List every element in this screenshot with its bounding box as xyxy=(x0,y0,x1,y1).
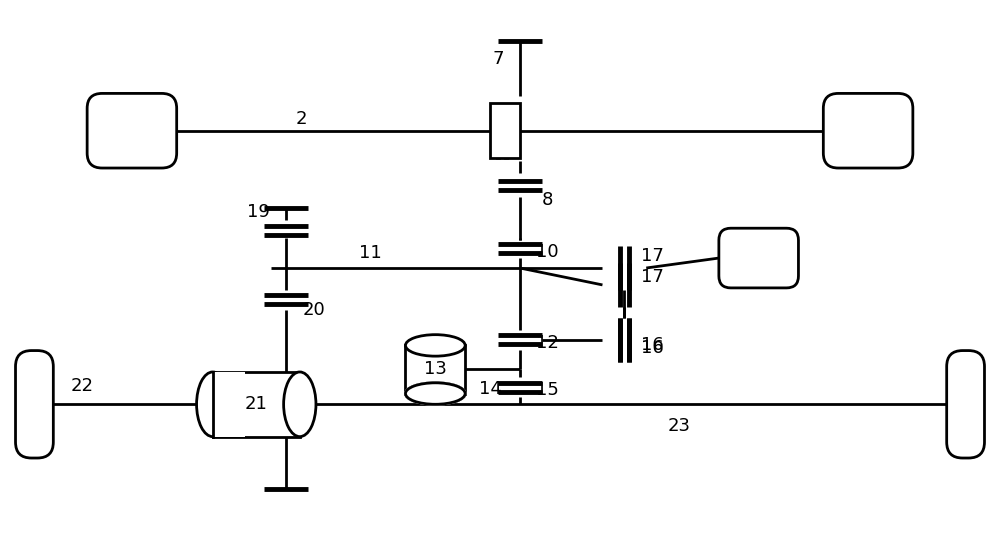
Text: 14: 14 xyxy=(479,380,501,398)
Ellipse shape xyxy=(197,372,229,437)
Text: 19: 19 xyxy=(247,203,270,221)
Text: 17: 17 xyxy=(641,247,664,265)
FancyBboxPatch shape xyxy=(719,228,798,288)
Text: 20: 20 xyxy=(303,301,325,319)
Text: 16: 16 xyxy=(641,336,664,353)
Bar xyxy=(213,372,300,437)
Ellipse shape xyxy=(405,335,465,356)
Text: 7: 7 xyxy=(492,50,504,68)
Text: 17: 17 xyxy=(641,268,664,286)
Bar xyxy=(490,103,520,158)
Ellipse shape xyxy=(405,383,465,404)
Text: 16: 16 xyxy=(641,338,664,357)
Text: 13: 13 xyxy=(424,360,447,378)
Text: 10: 10 xyxy=(536,243,559,261)
FancyBboxPatch shape xyxy=(823,94,913,168)
Text: 21: 21 xyxy=(245,395,268,413)
Bar xyxy=(405,345,465,394)
Text: 22: 22 xyxy=(71,377,94,395)
FancyBboxPatch shape xyxy=(16,351,53,458)
Bar xyxy=(213,372,245,437)
FancyBboxPatch shape xyxy=(87,94,177,168)
Text: 11: 11 xyxy=(359,244,382,262)
Text: 2: 2 xyxy=(295,110,307,128)
Text: 23: 23 xyxy=(668,417,691,435)
Text: 12: 12 xyxy=(536,334,559,352)
Text: 8: 8 xyxy=(542,192,553,209)
FancyBboxPatch shape xyxy=(947,351,984,458)
Text: 9: 9 xyxy=(862,122,874,140)
Ellipse shape xyxy=(284,372,316,437)
Text: 1: 1 xyxy=(126,122,138,140)
Text: 18: 18 xyxy=(747,249,770,267)
Text: 15: 15 xyxy=(536,381,559,399)
Ellipse shape xyxy=(405,383,465,404)
